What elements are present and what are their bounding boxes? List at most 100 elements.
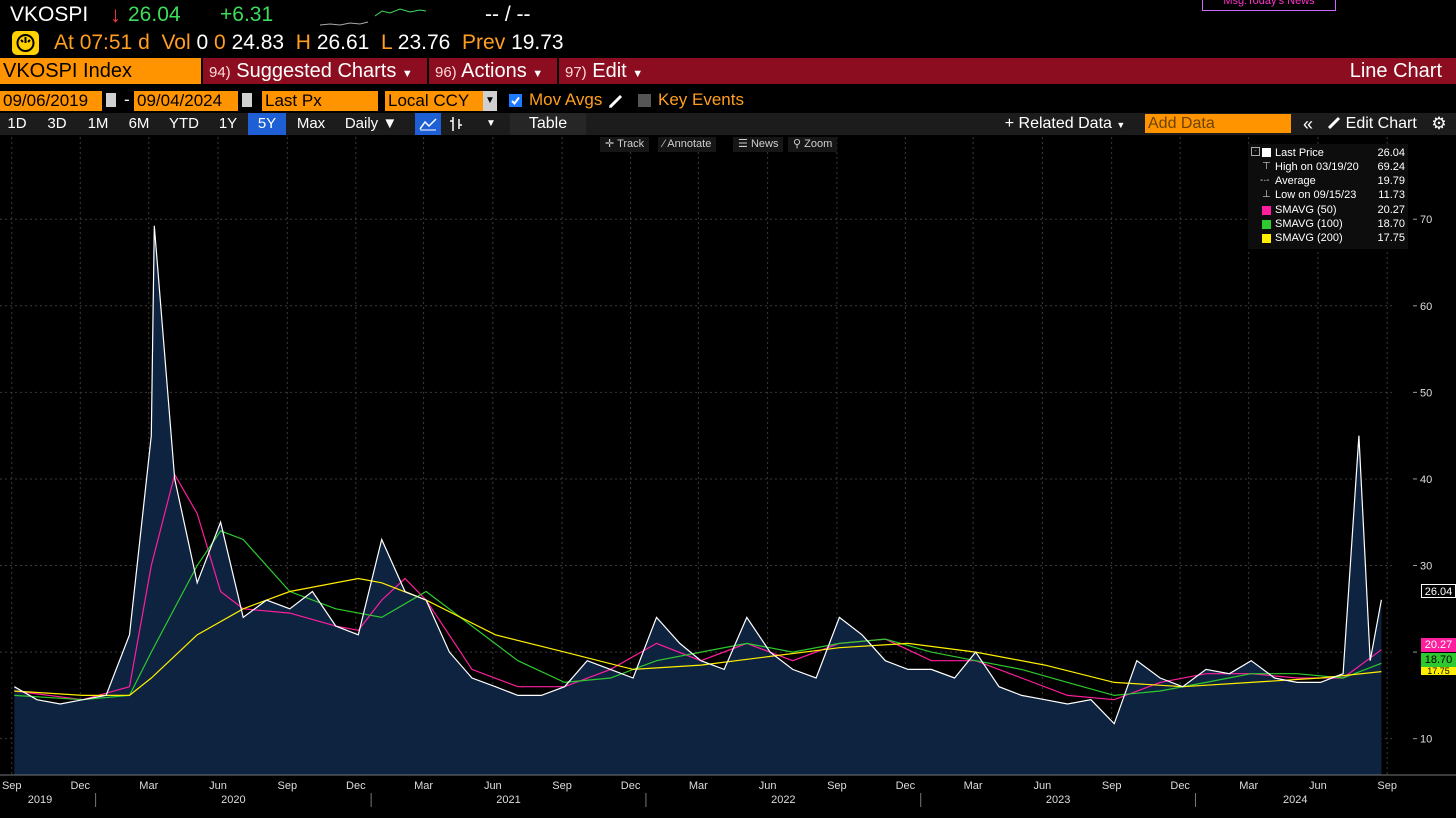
y-tick-label: 10 xyxy=(1420,734,1432,746)
range-1y-button[interactable]: 1Y xyxy=(218,115,238,132)
range-5y-button[interactable]: 5Y xyxy=(248,113,286,135)
security-field[interactable]: VKOSPI Index xyxy=(0,58,201,84)
x-year-label: 2022 xyxy=(771,794,795,806)
add-data-input[interactable]: Add Data xyxy=(1145,114,1291,133)
legend-value: 26.04 xyxy=(1377,147,1405,159)
table-button[interactable]: Table xyxy=(510,113,586,135)
range-1d-button[interactable]: 1D xyxy=(7,115,27,132)
edit-chart-button[interactable]: Edit Chart xyxy=(1322,113,1422,135)
legend-collapse-icon[interactable]: - xyxy=(1251,147,1260,156)
range-1m-button[interactable]: 1M xyxy=(87,115,109,132)
series-line-smavg-200- xyxy=(14,577,1382,697)
x-year-label: 2019 xyxy=(28,794,52,806)
y-tick-label: 40 xyxy=(1420,474,1432,486)
plus-icon: + xyxy=(1004,115,1015,132)
ticker-symbol: VKOSPI xyxy=(10,3,89,26)
caret-down-icon: ▼ xyxy=(401,68,413,80)
caret-down-icon: ▼ xyxy=(632,68,644,80)
x-month-label: Sep xyxy=(278,780,298,792)
calendar-icon[interactable] xyxy=(242,93,252,107)
low-value: 23.76 xyxy=(397,31,451,54)
pencil-icon[interactable] xyxy=(607,92,625,110)
x-month-label: Sep xyxy=(552,780,572,792)
range-6m-button[interactable]: 6M xyxy=(128,115,150,132)
currency-dropdown-icon[interactable]: ▼ xyxy=(483,91,497,111)
start-date-field[interactable]: 09/06/2019 xyxy=(0,91,102,111)
open-value: 24.83 xyxy=(231,31,285,54)
range-3d-button[interactable]: 3D xyxy=(47,115,67,132)
edit-number: 97) xyxy=(565,64,587,81)
zoom-tool[interactable]: ⚲ Zoom xyxy=(788,137,838,152)
x-month-label: Jun xyxy=(484,780,502,792)
vol-label: Vol xyxy=(161,31,191,54)
suggested-charts-menu[interactable]: 94) Suggested Charts ▼ xyxy=(201,58,427,84)
series-line-last-price xyxy=(14,225,1382,725)
smavg50-swatch xyxy=(1262,206,1271,215)
smavg50-tag: 20.27 xyxy=(1421,638,1456,652)
annotate-tool[interactable]: ⁄ Annotate xyxy=(658,137,717,152)
x-month-label: Jun xyxy=(1034,780,1052,792)
annotate-icon: ⁄ xyxy=(663,138,665,150)
caret-down-icon: ▼ xyxy=(532,68,544,80)
field-selector[interactable]: Last Px xyxy=(262,91,378,111)
average-marker-icon: -∙- xyxy=(1260,175,1270,186)
x-year-label: 2023 xyxy=(1046,794,1070,806)
x-month-label: Jun xyxy=(1309,780,1327,792)
gauge-icon[interactable] xyxy=(12,31,39,55)
open-label: 0 xyxy=(214,31,226,54)
price-area-fill xyxy=(14,225,1382,776)
high-value: 26.61 xyxy=(316,31,370,54)
intraday-sparkline xyxy=(320,8,427,26)
range-max-button[interactable]: Max xyxy=(296,115,326,132)
x-month-label: Sep xyxy=(1102,780,1122,792)
prev-value: 19.73 xyxy=(511,31,564,54)
settings-gear-icon[interactable]: ⚙ xyxy=(1431,114,1447,133)
x-month-label: Dec xyxy=(896,780,916,792)
key-events-label[interactable]: Key Events xyxy=(658,90,744,109)
currency-selector[interactable]: Local CCY xyxy=(385,91,483,111)
news-tool[interactable]: ☰ News xyxy=(733,137,784,152)
calendar-icon[interactable] xyxy=(106,93,116,107)
smavg100-swatch xyxy=(1262,220,1271,229)
high-label: H xyxy=(295,31,311,54)
chart-legend[interactable] xyxy=(1248,144,1408,249)
collapse-double-chevron-icon[interactable]: « xyxy=(1302,114,1313,134)
x-month-label: Sep xyxy=(827,780,847,792)
low-marker-icon: ⊥ xyxy=(1262,189,1271,200)
bar-style-icon[interactable] xyxy=(443,113,469,135)
related-data-dropdown[interactable]: + Related Data ▼ xyxy=(998,113,1132,135)
actions-label: Actions xyxy=(461,60,527,82)
caret-down-icon: ▼ xyxy=(382,115,398,132)
quote-details-row: At 07:51 d Vol 0 0 24.83 H 26.61 L 23.76… xyxy=(54,31,564,55)
key-events-checkbox[interactable] xyxy=(638,94,651,107)
legend-value: 19.79 xyxy=(1377,175,1405,187)
range-ytd-button[interactable]: YTD xyxy=(169,115,199,132)
x-month-label: Mar xyxy=(1239,780,1258,792)
track-tool[interactable]: ✛ Track xyxy=(600,137,650,152)
frequency-dropdown[interactable]: Daily ▼ xyxy=(338,113,404,135)
mov-avgs-checkbox[interactable] xyxy=(509,94,522,107)
chart-style-dropdown-icon[interactable]: ▼ xyxy=(486,118,496,129)
actions-menu[interactable]: 96) Actions ▼ xyxy=(427,58,557,84)
last-price-tag: 26.04 xyxy=(1421,584,1456,598)
line-style-icon[interactable] xyxy=(415,113,441,135)
msg-news-button[interactable]: Msg:Today's News xyxy=(1202,0,1336,11)
x-month-label: Dec xyxy=(70,780,90,792)
x-month-label: Mar xyxy=(689,780,708,792)
smavg100-tag: 18.70 xyxy=(1421,653,1456,667)
end-date-field[interactable]: 09/04/2024 xyxy=(134,91,238,111)
series-line-smavg-100- xyxy=(14,530,1382,701)
chart-type-label: Line Chart xyxy=(1349,60,1442,82)
net-change: +6.31 xyxy=(220,3,274,26)
date-separator: - xyxy=(124,90,130,109)
edit-menu[interactable]: 97) Edit ▼ xyxy=(557,58,655,84)
x-month-label: Sep xyxy=(1377,780,1397,792)
legend-value: 20.27 xyxy=(1377,204,1405,216)
track-label: Track xyxy=(617,138,645,150)
legend-label: Average xyxy=(1275,175,1316,187)
edit-label: Edit xyxy=(592,60,627,82)
mov-avgs-label[interactable]: Mov Avgs xyxy=(529,90,603,109)
quote-time-suffix: d xyxy=(138,31,150,54)
zoom-label: Zoom xyxy=(804,138,833,150)
price-chart[interactable]: 10 30 40 50 60 70 Sep Dec Mar Jun Sep Dec Mar Jun Sep D… xyxy=(0,137,1456,818)
